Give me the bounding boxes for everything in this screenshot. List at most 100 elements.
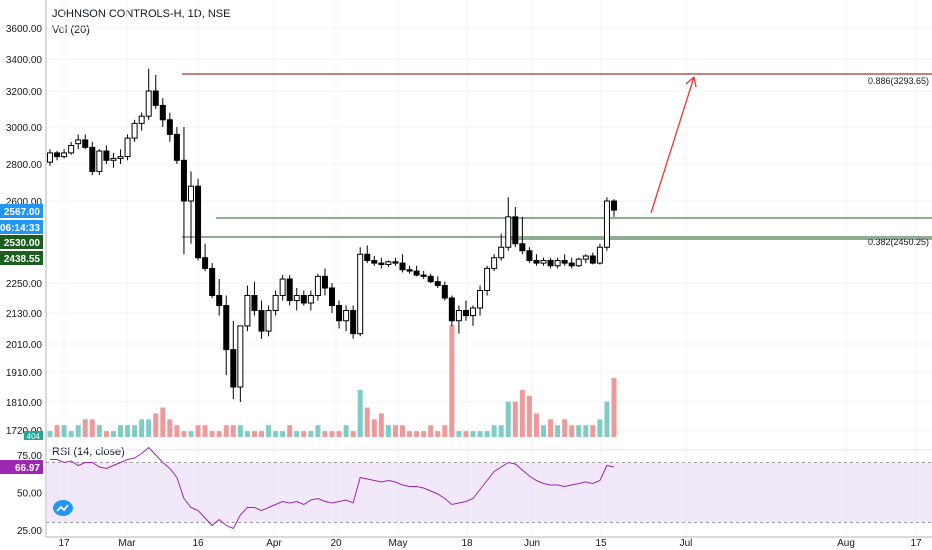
- candle-body: [251, 295, 258, 311]
- candle-body: [279, 278, 286, 297]
- volume-bar: [336, 431, 342, 437]
- volume-bar: [414, 431, 420, 437]
- candle-body: [54, 152, 61, 158]
- volume-bar: [562, 419, 568, 437]
- candle-body: [498, 246, 505, 259]
- candle-body: [314, 275, 321, 296]
- volume-bar: [273, 431, 279, 437]
- volume-bar: [280, 431, 286, 437]
- price-tick-label: 2800.00: [6, 160, 43, 171]
- rsi-tick-label: 25.00: [17, 526, 42, 537]
- rsi-tick-label: 50.00: [17, 489, 42, 500]
- volume-bar: [357, 389, 363, 437]
- time-tick-label: 20: [330, 538, 342, 549]
- price-tick-label: 2250.00: [6, 279, 43, 290]
- volume-bar: [526, 395, 532, 437]
- volume-bar: [96, 425, 102, 437]
- rsi-line: [50, 446, 615, 530]
- time-tick-label: May: [389, 538, 408, 549]
- candle-body: [336, 305, 343, 322]
- candle-body: [293, 295, 300, 301]
- candle-body: [540, 259, 547, 264]
- candle-body: [343, 310, 350, 322]
- price-tick-label: 2130.00: [6, 309, 43, 320]
- candle-body: [455, 310, 462, 322]
- candle-body: [152, 90, 159, 106]
- volume-bar: [202, 425, 208, 437]
- time-tick-label: 15: [595, 538, 607, 549]
- price-badge: [0, 235, 43, 249]
- candle-body: [61, 152, 68, 158]
- candle-body: [554, 259, 561, 267]
- candle-body: [561, 259, 568, 264]
- candle-body: [131, 122, 138, 139]
- candle-body: [611, 200, 617, 211]
- volume-bar: [463, 431, 469, 437]
- volume-bar: [477, 431, 483, 437]
- candle-body: [505, 216, 512, 248]
- tradingview-logo-icon[interactable]: [53, 500, 73, 516]
- candle-body: [385, 261, 392, 265]
- candle-body: [589, 255, 596, 264]
- price-badge-label: 2438.55: [4, 254, 41, 265]
- candle-body: [350, 310, 357, 335]
- volume-bar: [110, 431, 116, 437]
- candle-body: [258, 310, 265, 332]
- price-badge-label: 06:14:33: [0, 223, 40, 234]
- volume-bar: [322, 431, 328, 437]
- price-tick-label: 1810.00: [6, 398, 43, 409]
- candle-body: [406, 269, 413, 272]
- volume-bar: [400, 425, 405, 437]
- volume-bar: [512, 401, 518, 437]
- volume-bar: [181, 431, 187, 437]
- volume-bar: [364, 407, 370, 437]
- rsi-band: [46, 462, 932, 523]
- volume-bar: [174, 425, 180, 437]
- time-tick-label: 16: [192, 538, 204, 549]
- volume-bar: [237, 425, 243, 437]
- volume-bar: [343, 425, 349, 437]
- price-tick-label: 1910.00: [6, 368, 43, 379]
- volume-bar: [533, 413, 539, 437]
- candle-body: [209, 267, 216, 296]
- price-badge: [0, 204, 43, 218]
- candle-body: [371, 259, 378, 264]
- volume-bar: [230, 425, 236, 437]
- volume-bar: [449, 325, 455, 437]
- volume-bar: [421, 431, 427, 437]
- candle-body: [145, 90, 152, 117]
- volume-bar: [132, 425, 138, 437]
- candle-body: [491, 257, 498, 269]
- candle-body: [307, 295, 314, 304]
- volume-bar: [68, 431, 74, 437]
- candle-body: [321, 275, 328, 289]
- rsi-tick-label: 75.00: [17, 451, 42, 462]
- candle-body: [470, 307, 476, 317]
- time-tick-label: 17: [58, 538, 70, 549]
- volume-bar: [392, 425, 398, 437]
- volume-bar: [125, 425, 131, 437]
- candle-body: [117, 156, 124, 159]
- volume-bar: [195, 425, 201, 437]
- volume-bar: [611, 378, 617, 437]
- candle-body: [188, 185, 194, 202]
- fib-annotation-label: 0.382(2450.25): [868, 237, 929, 247]
- candle-body: [272, 295, 279, 311]
- candle-body: [462, 310, 469, 317]
- volume-bar: [308, 431, 314, 437]
- volume-bar: [519, 389, 525, 437]
- candle-body: [223, 305, 230, 351]
- candle-body: [195, 185, 202, 259]
- candle-body: [533, 259, 540, 264]
- volume-bar: [583, 425, 589, 437]
- volume-bar: [75, 425, 81, 437]
- candle-body: [575, 258, 582, 267]
- volume-bar: [61, 425, 67, 437]
- volume-bar: [160, 407, 166, 437]
- price-badge-label: 2567.00: [4, 207, 41, 218]
- price-badge: [0, 220, 43, 234]
- volume-bar: [47, 431, 53, 437]
- volume-bar: [484, 431, 490, 437]
- volume-bar: [428, 425, 434, 437]
